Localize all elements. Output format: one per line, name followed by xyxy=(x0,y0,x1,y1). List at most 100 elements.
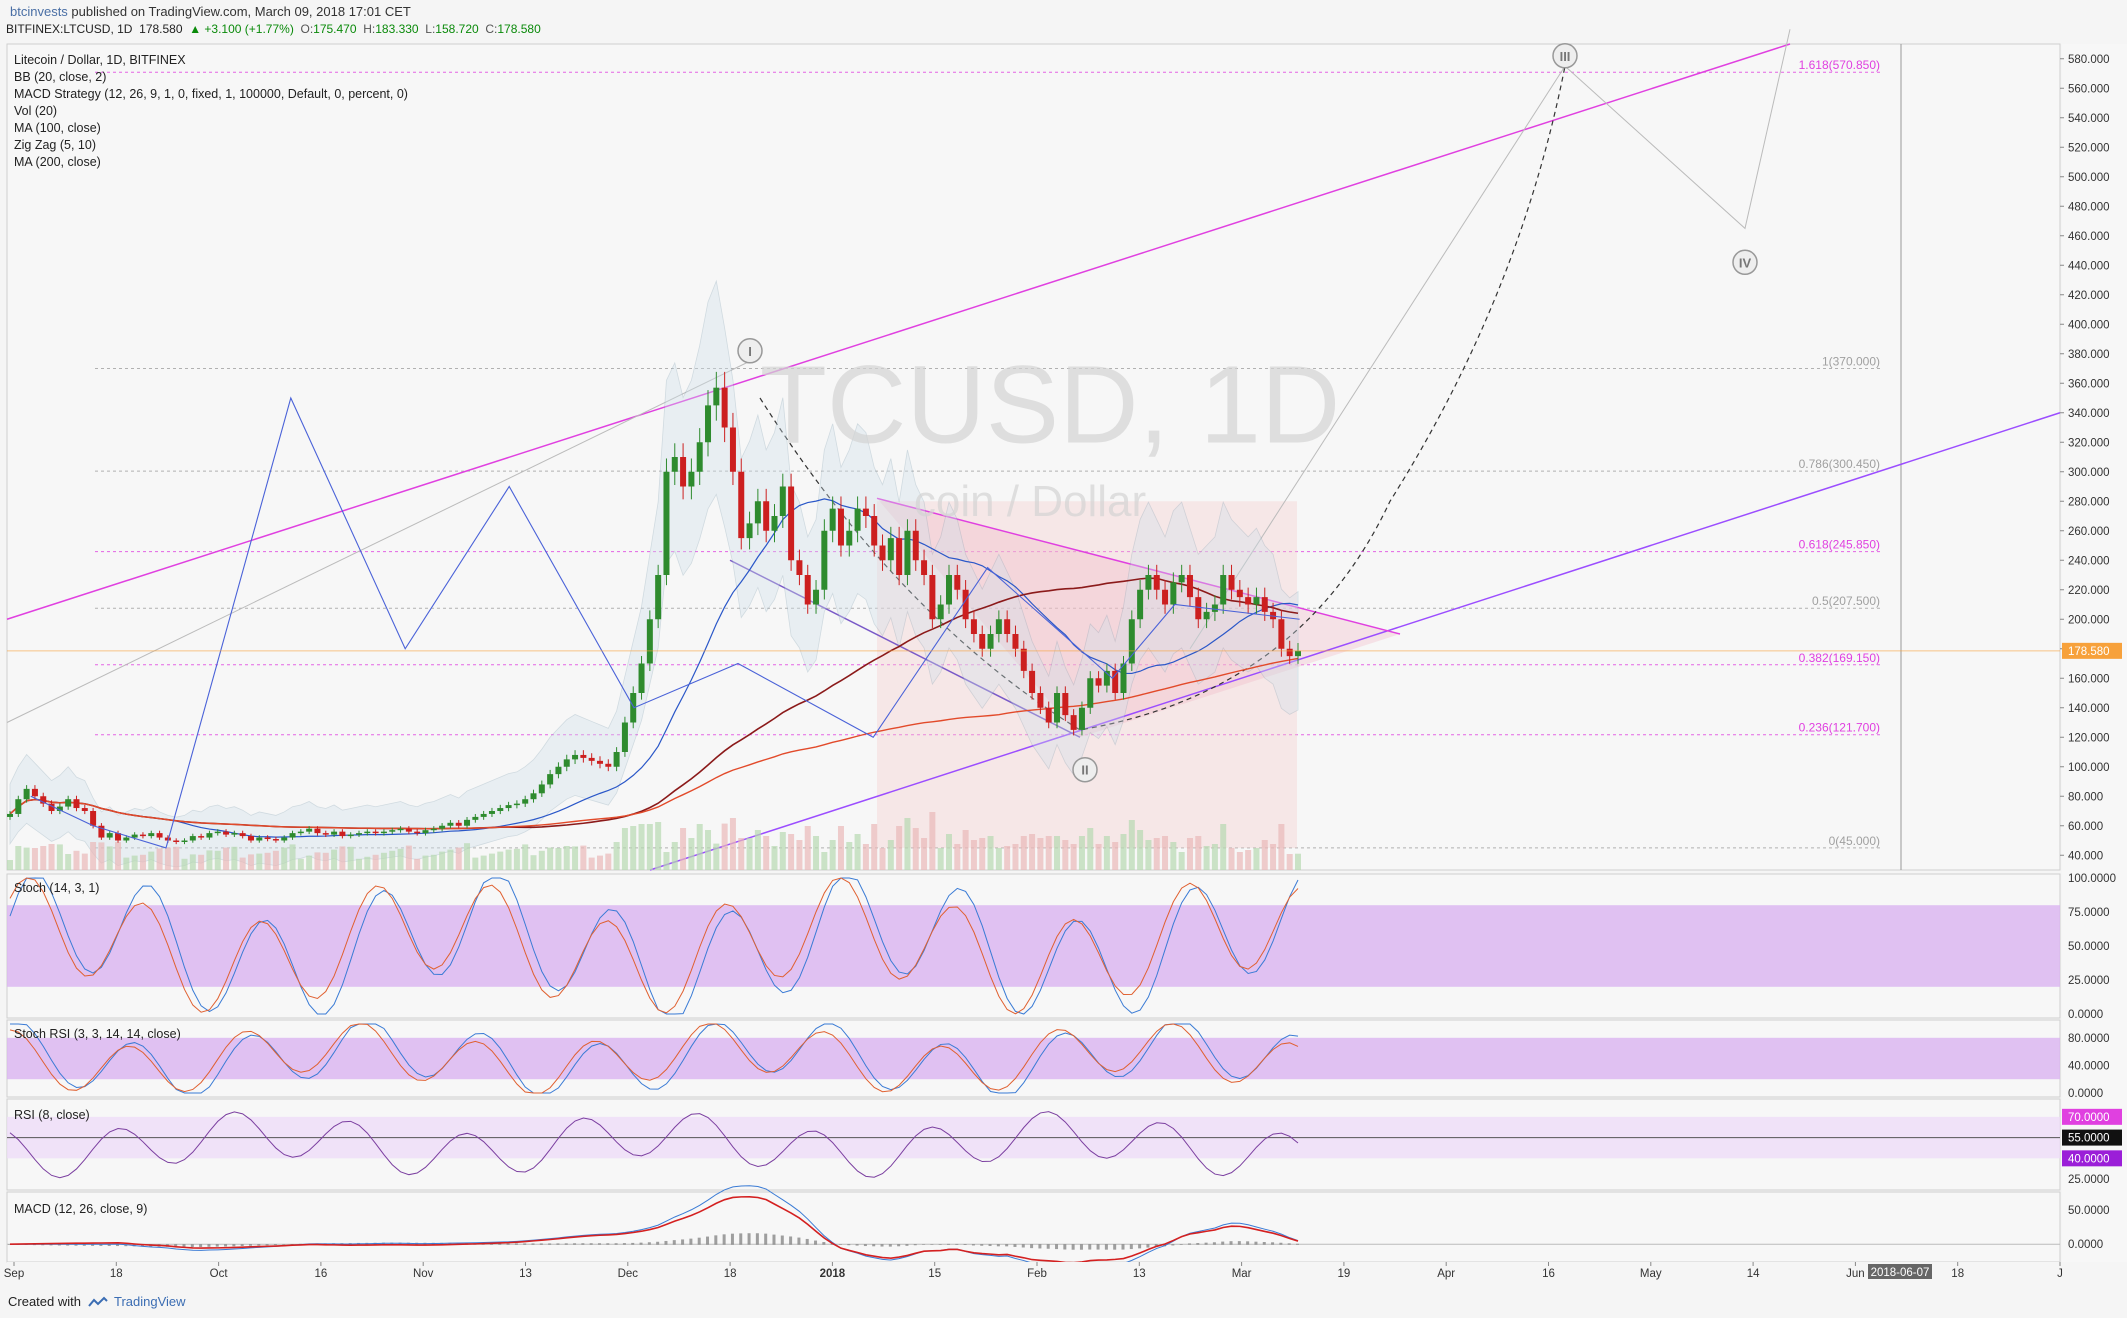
legend-macd-strategy[interactable]: MACD Strategy (12, 26, 9, 1, 0, fixed, 1… xyxy=(14,87,408,101)
x-tick-label: 13 xyxy=(1133,1268,1146,1280)
macd-histogram-bar xyxy=(955,1243,959,1245)
candle-body xyxy=(31,788,38,797)
candle-body xyxy=(289,833,296,838)
stoch-tick-label: 75.0000 xyxy=(2068,907,2110,919)
stochrsi-pane-label[interactable]: Stoch RSI (3, 3, 14, 14, close) xyxy=(14,1027,181,1041)
macd-histogram-bar xyxy=(290,1244,294,1245)
y-tick-label: 520.000 xyxy=(2068,142,2110,154)
candle-body xyxy=(821,530,828,590)
macd-histogram-bar xyxy=(1212,1242,1216,1245)
macd-histogram-bar xyxy=(74,1244,78,1246)
volume-bar xyxy=(1153,838,1160,870)
candle-body xyxy=(98,825,105,838)
legend-ma100[interactable]: MA (100, close) xyxy=(14,121,101,135)
macd-pane-label[interactable]: MACD (12, 26, close, 9) xyxy=(14,1202,148,1216)
candle-body xyxy=(322,833,329,835)
volume-bar xyxy=(879,848,886,870)
legend-main[interactable]: Litecoin / Dollar, 1D, BITFINEX xyxy=(14,53,186,67)
macd-histogram-bar xyxy=(664,1240,668,1245)
candle-body xyxy=(1078,707,1085,730)
candle-body xyxy=(272,839,279,841)
macd-histogram-bar xyxy=(99,1244,103,1246)
candle-body xyxy=(397,828,404,831)
macd-histogram-bar xyxy=(1254,1241,1258,1245)
volume-bar xyxy=(181,858,188,870)
candle-body xyxy=(572,754,579,760)
volume-bar xyxy=(505,849,512,870)
macd-histogram-bar xyxy=(1221,1241,1225,1245)
macd-tick-label: 0.0000 xyxy=(2068,1239,2103,1251)
rsi-level-tag xyxy=(2062,1150,2122,1167)
volume-bar xyxy=(405,845,412,870)
macd-histogram-bar xyxy=(930,1244,934,1245)
candle-body xyxy=(1145,575,1152,590)
x-tick-label: May xyxy=(1640,1268,1662,1280)
volume-bar xyxy=(854,834,861,870)
volume-bar xyxy=(98,842,105,870)
legend-bb[interactable]: BB (20, close, 2) xyxy=(14,70,107,84)
volume-bar xyxy=(588,857,595,870)
y-tick-label: 220.000 xyxy=(2068,585,2110,597)
tradingview-brand-link[interactable]: TradingView xyxy=(114,1294,186,1309)
price-chart[interactable]: 580.000 560.000 540.000 520.000 500.000 480.0… xyxy=(0,0,2127,1282)
stoch-pane-label[interactable]: Stoch (14, 3, 1) xyxy=(14,881,100,895)
candle-body xyxy=(1286,648,1293,657)
volume-bar xyxy=(1295,853,1301,870)
volume-bar xyxy=(630,826,637,870)
zigzag-line xyxy=(30,396,1300,849)
candle-body xyxy=(904,530,911,575)
candle-body xyxy=(115,833,122,841)
volume-bar xyxy=(804,826,811,870)
volume-bar xyxy=(198,854,205,870)
candle-body xyxy=(837,508,844,546)
volume-bar xyxy=(788,834,795,870)
rsi-pane-label[interactable]: RSI (8, close) xyxy=(14,1108,90,1122)
macd-tick-label: 50.0000 xyxy=(2068,1205,2110,1217)
x-tick-label: J xyxy=(2057,1268,2063,1280)
macd-histogram-bar xyxy=(199,1244,203,1247)
macd-histogram-bar xyxy=(838,1244,842,1245)
macd-histogram-bar xyxy=(922,1244,926,1245)
macd-histogram-bar xyxy=(1204,1242,1208,1245)
volume-bar xyxy=(638,824,645,870)
legend-vol[interactable]: Vol (20) xyxy=(14,104,58,118)
candle-body xyxy=(779,486,786,516)
author-link[interactable]: btcinvests xyxy=(10,4,68,19)
candle-body xyxy=(721,387,728,428)
volume-bar xyxy=(813,836,820,870)
fib-level-label: 0.382(169.150) xyxy=(1799,651,1880,665)
candle-body xyxy=(563,759,570,767)
volume-bar xyxy=(139,854,146,870)
watermark-symbol: TCUSD, 1D xyxy=(760,343,1341,466)
volume-bar xyxy=(945,834,952,870)
triangle-upper-line xyxy=(876,497,1401,635)
volume-bar xyxy=(1278,824,1285,870)
macd-pane-bg xyxy=(6,1191,2061,1263)
volume-bar xyxy=(547,847,554,870)
candle-body xyxy=(763,501,770,531)
legend-zigzag[interactable]: Zig Zag (5, 10) xyxy=(14,138,96,152)
macd-histogram-bar xyxy=(265,1244,269,1246)
fib-level-label: 0.786(300.450) xyxy=(1799,457,1880,471)
candle-body xyxy=(1020,648,1027,671)
candle-body xyxy=(871,516,878,546)
volume-bar xyxy=(15,846,22,870)
wave-label-circle xyxy=(1072,756,1098,783)
volume-bar xyxy=(1286,854,1293,870)
volume-bar xyxy=(995,848,1002,870)
macd-histogram-bar xyxy=(755,1233,759,1245)
volume-bar xyxy=(1012,844,1019,870)
macd-histogram-bar xyxy=(66,1244,70,1246)
volume-bar xyxy=(621,828,628,870)
legend-ma200[interactable]: MA (200, close) xyxy=(14,155,101,169)
macd-histogram-bar xyxy=(722,1234,726,1245)
volume-bar xyxy=(480,855,487,870)
y-tick-label: 240.000 xyxy=(2068,555,2110,567)
candle-body xyxy=(455,822,462,826)
stoch-tick-label: 0.0000 xyxy=(2068,1009,2103,1021)
candle-body xyxy=(173,840,180,842)
volume-bar xyxy=(596,855,603,870)
candle-body xyxy=(405,828,412,832)
candle-body xyxy=(538,784,545,794)
macd-histogram-bar xyxy=(140,1244,144,1247)
